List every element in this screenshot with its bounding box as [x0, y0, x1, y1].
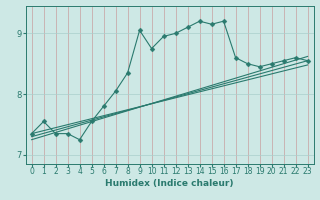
- X-axis label: Humidex (Indice chaleur): Humidex (Indice chaleur): [105, 179, 234, 188]
